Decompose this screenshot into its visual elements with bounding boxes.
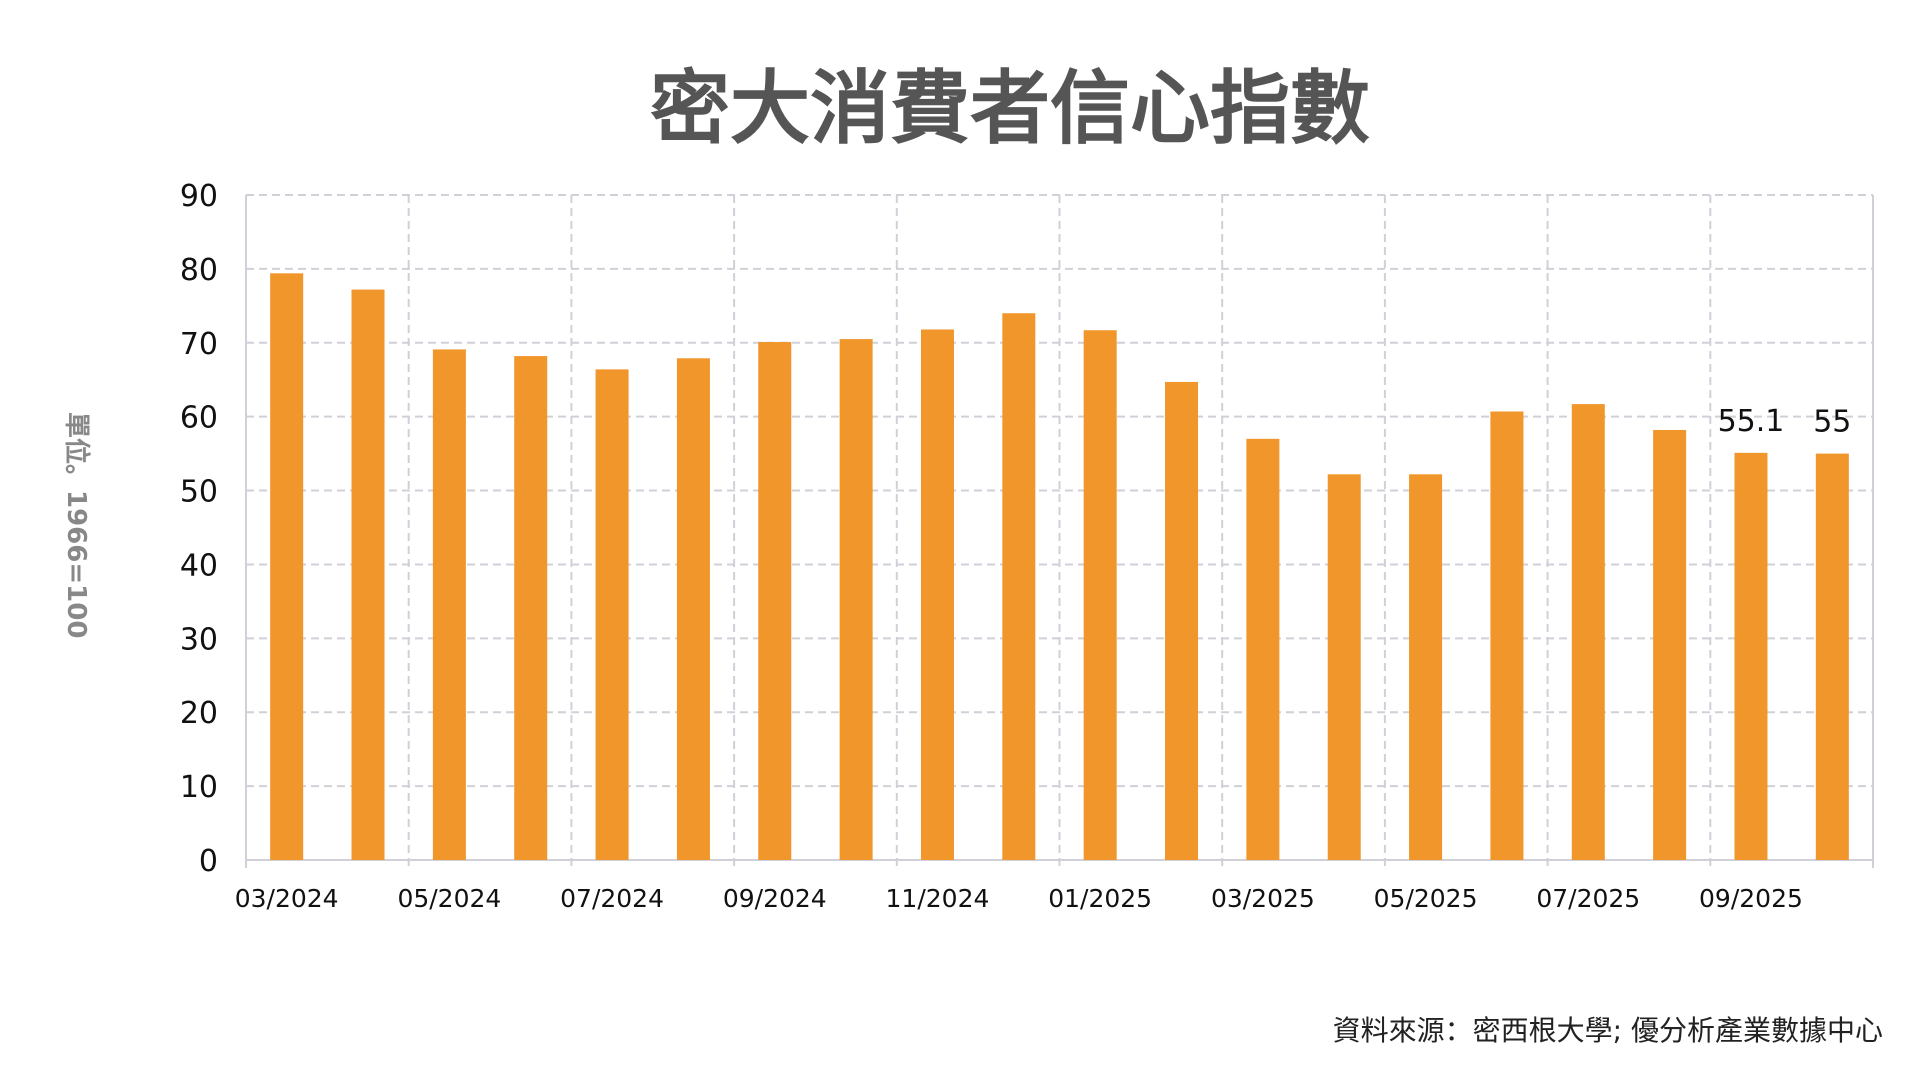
x-tick-label: 05/2024 [397,884,501,913]
y-tick-label: 60 [180,401,218,436]
x-tick-label: 07/2025 [1536,884,1640,913]
data-labels: 55.1 55 [1718,404,1852,440]
bar-05/2024 [432,349,466,860]
x-tick-label: 03/2025 [1211,884,1315,913]
bar-08/2025 [1653,429,1687,860]
bar-11/2024 [920,329,954,860]
y-tick-label: 30 [180,622,218,657]
bar-10/2024 [839,339,873,860]
x-tick-label: 01/2025 [1048,884,1152,913]
y-axis-label: 單位。1966=100 [61,412,92,638]
bar-01/2025 [1083,330,1117,860]
x-tick-label: 09/2025 [1699,884,1803,913]
bar-09/2024 [758,342,792,860]
y-tick-label: 90 [180,179,218,214]
gridlines [245,194,1874,868]
y-tick-label: 40 [180,548,218,583]
y-tick-label: 10 [180,770,218,805]
x-tick-labels: 03/2024 05/2024 07/2024 09/2024 11/2024 01/20… [235,884,1803,913]
x-tick-label: 09/2024 [723,884,827,913]
bar-07/2025 [1571,404,1605,860]
x-tick-label: 05/2025 [1374,884,1478,913]
bar-03/2025 [1246,438,1280,860]
bars [270,273,1849,861]
x-tick-label: 07/2024 [560,884,664,913]
bar-05/2025 [1409,474,1443,860]
bar-06/2024 [514,356,548,860]
bar-06/2025 [1490,411,1524,860]
bar-02/2025 [1165,381,1199,860]
data-label: 55 [1813,405,1851,440]
bar-04/2024 [351,289,385,861]
data-label: 55.1 [1718,404,1785,439]
bar-10/2025 [1815,453,1849,860]
y-tick-label: 0 [199,844,218,879]
y-tick-labels: 0 10 20 30 40 50 60 70 80 90 [180,179,218,879]
bar-09/2025 [1734,452,1768,860]
chart-title: 密大消費者信心指數 [650,62,1370,155]
y-tick-label: 70 [180,327,218,362]
source-note: 資料來源：密西根大學; 優分析產業數據中心 [1333,1014,1883,1047]
bar-03/2024 [270,273,304,860]
x-tick-label: 03/2024 [235,884,339,913]
bar-08/2024 [676,358,710,860]
y-tick-label: 80 [180,253,218,288]
y-tick-label: 50 [180,475,218,510]
bar-04/2025 [1327,474,1361,860]
x-tick-label: 11/2024 [886,884,990,913]
y-tick-label: 20 [180,696,218,731]
bar-07/2024 [595,369,629,860]
bar-12/2024 [1002,313,1036,860]
